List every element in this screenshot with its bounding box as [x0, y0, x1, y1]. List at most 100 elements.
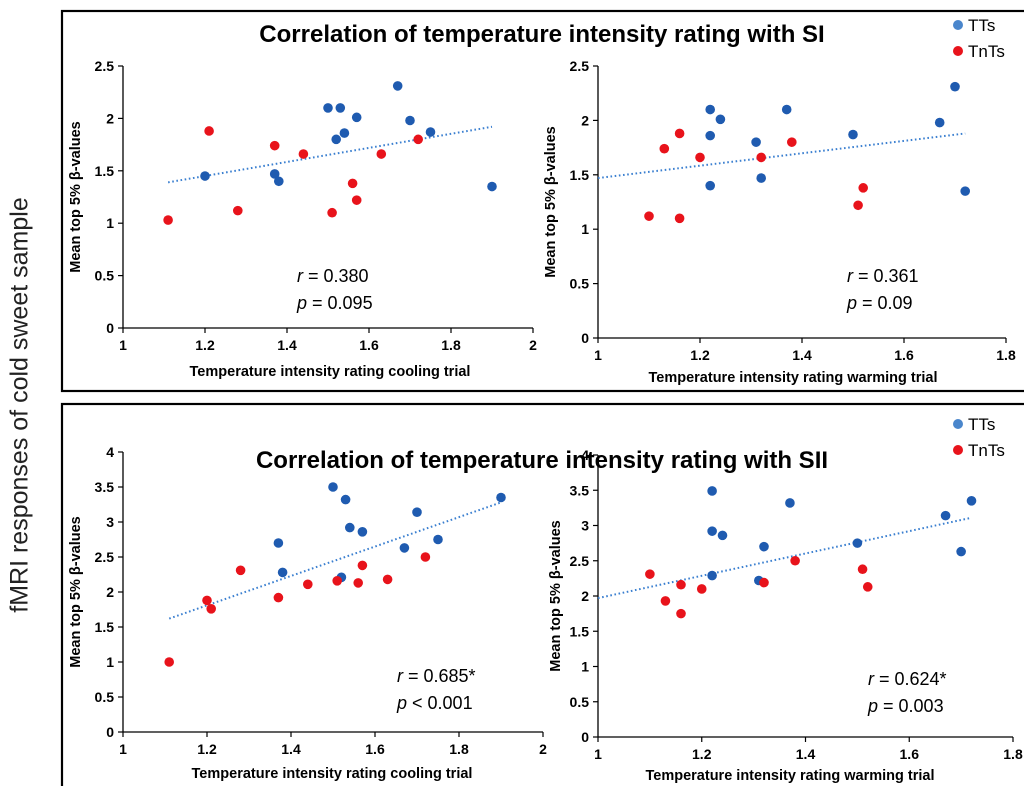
point-tts	[956, 546, 966, 557]
point-tts	[781, 104, 792, 115]
point-tnts	[645, 569, 655, 579]
x-axis-title: Temperature intensity rating warming tri…	[646, 768, 935, 784]
point-tts	[405, 115, 415, 126]
point-tts	[496, 492, 506, 503]
point-tnts	[695, 152, 705, 163]
x-axis-title: Temperature intensity rating cooling tri…	[190, 364, 471, 380]
point-tnts	[233, 205, 243, 216]
point-tnts	[759, 577, 769, 588]
legend-si-tts-label: TTs	[968, 16, 995, 35]
point-tts	[273, 538, 284, 548]
x-tick-label: 1.4	[796, 746, 816, 762]
point-tts	[950, 81, 960, 92]
point-tnts	[382, 574, 393, 585]
point-tts	[339, 128, 350, 138]
y-tick-label: 2.5	[95, 58, 115, 74]
stat-p: p = 0.09	[846, 293, 913, 313]
y-tick-label: 3.5	[570, 482, 590, 498]
y-tick-label: 3	[581, 518, 589, 534]
point-tts	[399, 543, 410, 553]
trendline	[168, 501, 502, 620]
panel-sii-title: Correlation of temperature intensity rat…	[256, 447, 828, 474]
point-tts	[707, 486, 717, 496]
point-tts	[705, 130, 715, 141]
x-tick-label: 1.2	[195, 337, 215, 353]
y-tick-label: 0	[581, 330, 589, 346]
point-tnts	[660, 596, 671, 606]
x-tick-label: 1.2	[690, 347, 710, 363]
stat-p: p = 0.095	[296, 293, 373, 313]
point-tnts	[303, 579, 313, 590]
y-tick-label: 0.5	[570, 694, 590, 710]
plot-sii-cooling: 0 0.5 1 1.5 2 2.5 3 3.5 4 1 1.2 1.4 1.6 1.8 2 Temperatu…	[68, 444, 547, 782]
x-tick-label: 1.2	[197, 741, 217, 757]
y-tick-label: 2	[106, 584, 114, 600]
point-tts	[200, 171, 210, 181]
x-tick-label: 1	[594, 746, 602, 762]
y-tick-label: 1	[106, 654, 114, 670]
point-tts	[934, 117, 945, 128]
legend-si-tnts-label: TnTs	[968, 42, 1005, 61]
point-tts	[848, 129, 858, 140]
point-tnts	[347, 178, 358, 189]
point-tts	[756, 173, 766, 183]
x-tick-label: 1.8	[1003, 746, 1023, 762]
y-tick-label: 3.5	[95, 479, 115, 495]
point-tnts	[202, 595, 212, 606]
point-tts	[335, 103, 346, 113]
y-axis-title: Mean top 5% β-values	[543, 126, 559, 277]
point-tnts	[420, 552, 431, 562]
trendline	[597, 132, 966, 180]
x-tick-label: 2	[529, 337, 537, 353]
point-tnts	[269, 140, 280, 151]
x-tick-label: 1.4	[792, 347, 812, 363]
point-tnts	[235, 565, 246, 576]
point-tts	[487, 181, 497, 192]
legend-sii-tnts-label: TnTs	[968, 441, 1005, 460]
point-tnts	[332, 576, 343, 586]
x-tick-label: 1.8	[449, 741, 469, 757]
point-tnts	[862, 582, 873, 592]
point-tts	[940, 510, 951, 521]
point-tnts	[659, 143, 670, 154]
point-tts	[960, 186, 970, 196]
y-axis-title: Mean top 5% β-values	[68, 516, 84, 667]
point-tts	[331, 134, 342, 145]
point-tts	[705, 104, 715, 115]
point-tts	[357, 527, 368, 537]
y-tick-label: 0	[581, 729, 589, 745]
point-tnts	[644, 211, 654, 221]
legend-sii-tts-marker	[953, 419, 963, 429]
y-tick-label: 4	[581, 447, 589, 463]
point-tts	[328, 482, 338, 492]
point-tnts	[357, 560, 368, 571]
stat-r: r = 0.624*	[868, 669, 947, 689]
x-tick-label: 1.6	[894, 347, 914, 363]
x-tick-label: 1.8	[996, 347, 1016, 363]
point-tnts	[351, 195, 362, 205]
x-tick-label: 1	[119, 741, 127, 757]
point-tnts	[674, 213, 685, 224]
y-tick-label: 2	[581, 112, 589, 128]
point-tnts	[853, 200, 863, 211]
point-tts	[852, 538, 863, 548]
point-tts	[323, 103, 333, 113]
point-tts	[425, 127, 436, 137]
y-tick-label: 2	[581, 588, 589, 604]
point-tnts	[676, 608, 686, 619]
point-tnts	[204, 126, 214, 136]
point-tnts	[676, 579, 686, 590]
y-axis-title: Mean top 5% β-values	[548, 520, 564, 671]
point-tnts	[163, 215, 173, 225]
point-tnts	[353, 578, 364, 588]
point-tts	[392, 81, 403, 91]
point-tnts	[273, 592, 284, 603]
x-tick-label: 1	[119, 337, 127, 353]
point-tnts	[857, 564, 868, 575]
trendline	[167, 125, 493, 184]
y-tick-label: 4	[106, 444, 114, 460]
point-tnts	[376, 149, 387, 159]
point-tts	[705, 180, 715, 191]
x-tick-label: 1	[594, 347, 602, 363]
point-tnts	[413, 134, 424, 145]
